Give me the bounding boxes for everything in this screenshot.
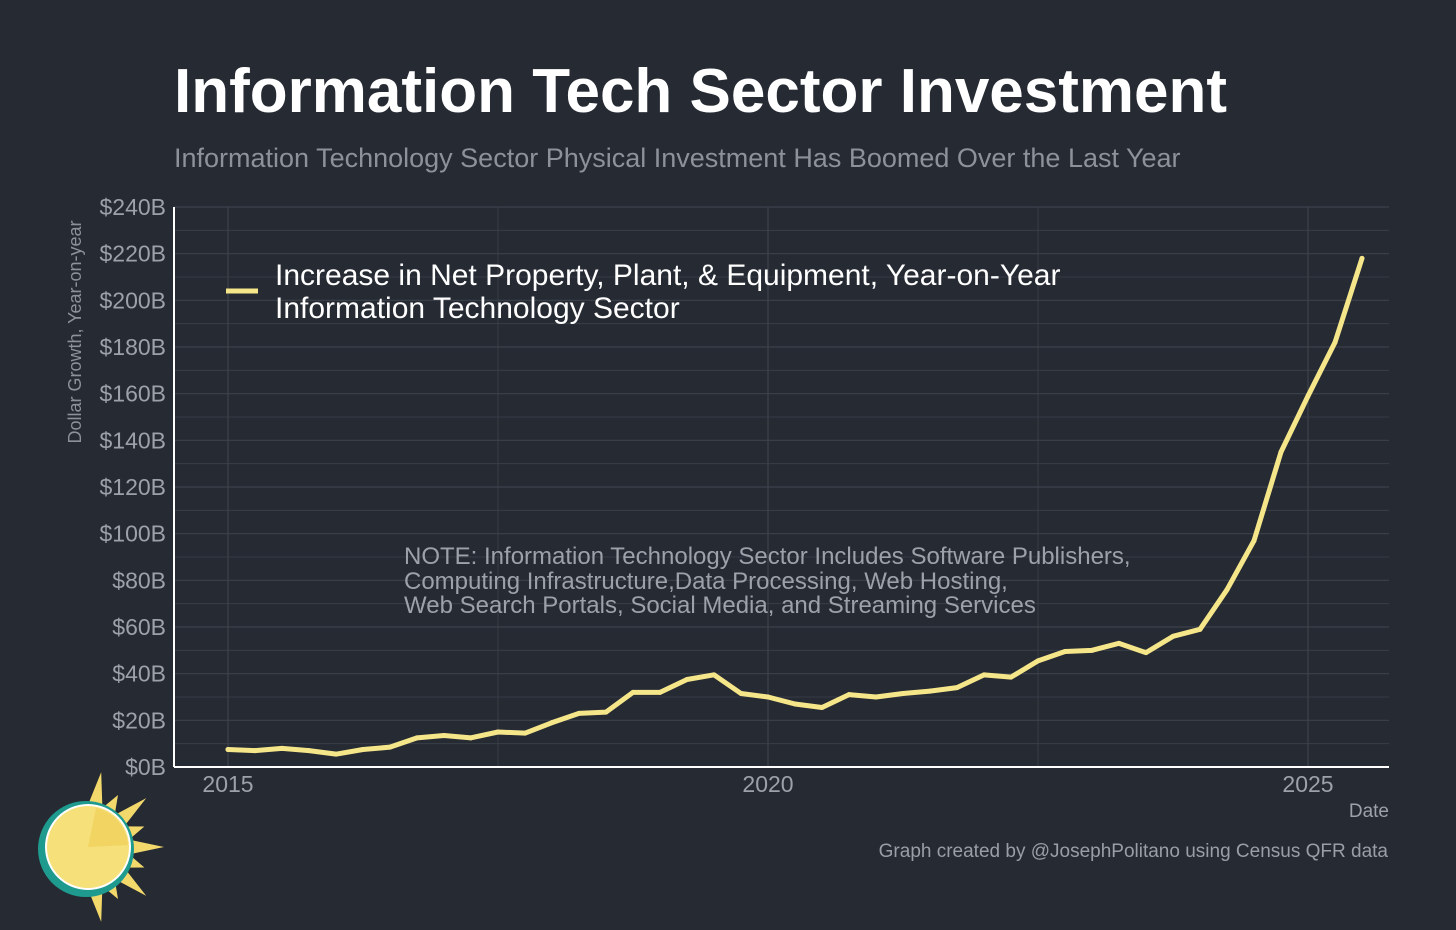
- data-point: [900, 691, 906, 696]
- y-tick-label: $40B: [112, 661, 166, 687]
- x-tick-label: 2025: [1282, 771, 1333, 797]
- legend: Increase in Net Property, Plant, & Equip…: [226, 259, 1060, 325]
- data-point: [792, 701, 798, 707]
- data-point: [1008, 674, 1014, 680]
- y-tick-label: $180B: [99, 334, 166, 360]
- legend-label-line-2: Information Technology Sector: [275, 292, 680, 325]
- data-point: [576, 710, 582, 716]
- data-point: [414, 735, 420, 741]
- data-point: [1035, 658, 1041, 664]
- data-point: [927, 688, 933, 694]
- y-tick-label: $140B: [99, 427, 166, 453]
- data-point: [1359, 255, 1365, 261]
- y-axis-label: Dollar Growth, Year-on-year: [65, 220, 85, 443]
- data-point: [684, 677, 690, 682]
- y-tick-label: $0B: [125, 754, 166, 780]
- data-point: [387, 744, 393, 750]
- source-credit: Graph created by @JosephPolitano using C…: [878, 841, 1388, 862]
- data-point: [495, 729, 501, 735]
- data-point: [1062, 649, 1068, 654]
- data-point: [1170, 633, 1176, 639]
- data-point: [981, 672, 987, 678]
- chart-subtitle: Information Technology Sector Physical I…: [174, 143, 1181, 173]
- x-axis-label: Date: [1349, 801, 1389, 822]
- note-line-1: NOTE: Information Technology Sector Incl…: [404, 543, 1131, 570]
- y-tick-label: $60B: [112, 614, 166, 640]
- y-tick-label: $240B: [99, 194, 166, 220]
- data-point: [333, 751, 339, 757]
- y-tick-label: $80B: [112, 567, 166, 593]
- y-tick-label: $220B: [99, 241, 166, 267]
- data-point: [873, 694, 879, 700]
- data-point: [549, 720, 555, 726]
- y-tick-label: $120B: [99, 474, 166, 500]
- data-point: [1332, 339, 1338, 345]
- chart-title: Information Tech Sector Investment: [174, 57, 1228, 126]
- data-point: [1278, 449, 1284, 455]
- chart-note: NOTE: Information Technology Sector Incl…: [404, 543, 1131, 619]
- sun-shade: [88, 808, 128, 847]
- data-point: [306, 748, 312, 754]
- data-point: [603, 709, 609, 715]
- grid-lines: [174, 206, 1389, 767]
- data-point: [441, 733, 447, 738]
- legend-label-line-1: Increase in Net Property, Plant, & Equip…: [275, 259, 1060, 292]
- data-point: [630, 689, 636, 695]
- data-point: [1224, 587, 1230, 593]
- y-tick-label: $20B: [112, 707, 166, 733]
- sun-logo: [38, 772, 164, 922]
- note-line-2: Computing Infrastructure,Data Processing…: [404, 568, 1008, 595]
- y-tick-label: $160B: [99, 381, 166, 407]
- data-point: [1116, 640, 1122, 646]
- data-point: [1197, 626, 1203, 632]
- data-point: [954, 685, 960, 691]
- x-axis-ticks: 2015 2020 2025: [202, 771, 1333, 797]
- data-point: [657, 689, 663, 695]
- data-point: [765, 694, 771, 700]
- data-point: [1305, 393, 1311, 399]
- data-point: [468, 735, 474, 741]
- y-axis-ticks: $0B $20B $40B $60B $80B $100B $120B $140B $160B $…: [99, 194, 166, 780]
- data-point: [225, 747, 231, 752]
- x-tick-label: 2020: [742, 771, 793, 797]
- note-line-3: Web Search Portals, Social Media, and St…: [404, 592, 1036, 619]
- data-point: [1089, 647, 1095, 653]
- y-tick-label: $200B: [99, 287, 166, 313]
- data-point: [819, 705, 825, 710]
- sun-ray: [87, 772, 103, 810]
- data-point: [1143, 650, 1149, 656]
- data-point: [279, 745, 285, 751]
- sun-ray: [127, 839, 164, 855]
- data-point: [1251, 538, 1257, 544]
- series-points: [225, 255, 1365, 757]
- series-line: [225, 255, 1365, 757]
- y-tick-label: $100B: [99, 521, 166, 547]
- data-point: [711, 672, 717, 678]
- data-point: [252, 748, 258, 754]
- data-point: [846, 692, 852, 698]
- data-point: [522, 730, 528, 736]
- data-point: [738, 691, 744, 696]
- data-point: [360, 747, 366, 752]
- x-tick-label: 2015: [202, 771, 253, 797]
